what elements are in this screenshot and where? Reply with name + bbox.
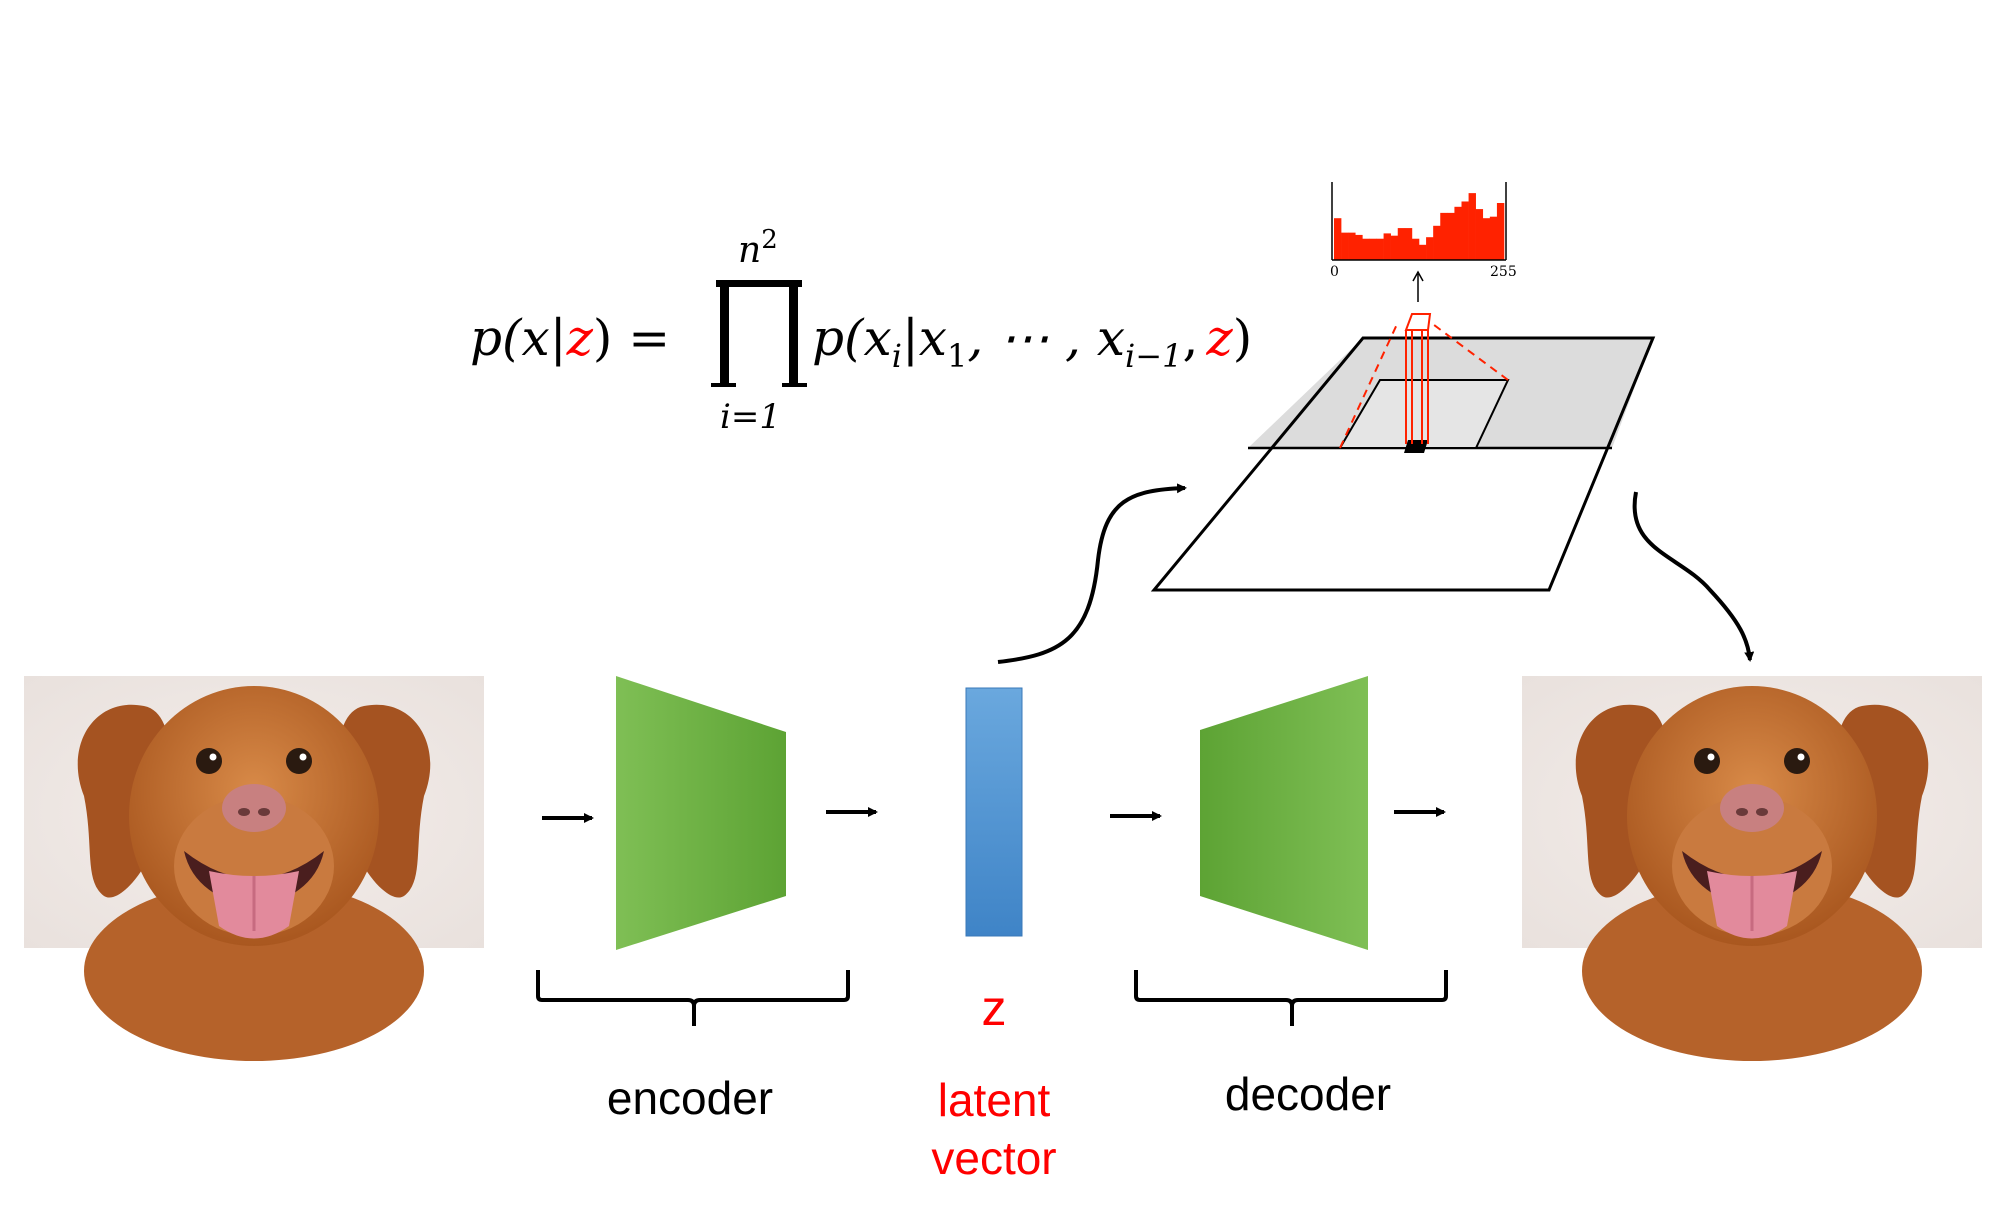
- histogram-bar: [1433, 225, 1441, 260]
- histogram-bar: [1419, 244, 1427, 260]
- histogram-tick-max: 255: [1490, 264, 1517, 280]
- output-image: [1520, 674, 1984, 1063]
- formula-lhs-z: z: [566, 309, 594, 367]
- histogram-bar: [1341, 232, 1349, 260]
- formula-rhs-z: z: [1205, 309, 1233, 367]
- histogram-bar: [1454, 206, 1462, 260]
- formula-rhs-mid: |x: [902, 309, 947, 367]
- encoder-block: [616, 676, 786, 950]
- formula-rhs-open: p(x: [812, 309, 892, 367]
- plane-outline: [1150, 336, 1656, 592]
- pixel-column: [1404, 313, 1432, 444]
- formula-sub-1: 1: [947, 337, 967, 375]
- formula-sub-i: i: [892, 337, 902, 375]
- histogram-bar: [1404, 228, 1413, 260]
- pixel-histogram: 0 255: [1330, 182, 1517, 302]
- encoder-label: encoder: [607, 1072, 773, 1124]
- latent-label-line1: latent: [938, 1074, 1051, 1126]
- histogram-bar: [1440, 212, 1448, 260]
- latent-label-line2: vector: [931, 1132, 1056, 1184]
- latent-vector-block: [965, 687, 1023, 937]
- histogram-bar: [1355, 234, 1363, 260]
- projection-lines: [1339, 321, 1509, 449]
- formula-lhs-close: ) =: [593, 309, 670, 367]
- histogram-bar: [1376, 238, 1384, 260]
- formula-rhs-close: ): [1233, 309, 1253, 367]
- decoder-block: [1200, 676, 1368, 950]
- product-upper-n: n: [738, 230, 761, 271]
- current-pixel: [1404, 440, 1428, 453]
- input-image: [22, 674, 486, 1063]
- histogram-bar: [1397, 228, 1406, 260]
- product-lower: i=1: [720, 397, 781, 437]
- histogram-bar: [1334, 218, 1342, 260]
- svg-text:p(xi|x1, ⋯ , xi−1,z): p(xi|x1, ⋯ , xi−1, z): [812, 309, 1252, 375]
- pixel-grid-plane: [1150, 313, 1656, 592]
- histogram-bar: [1468, 193, 1476, 260]
- histogram-bar: [1348, 232, 1356, 260]
- product-symbol: [711, 280, 807, 387]
- formula-sub-im1: i−1: [1125, 337, 1182, 375]
- histogram-bar: [1489, 216, 1498, 260]
- svg-text:p(x|z) =: p(x|z) =: [470, 309, 670, 367]
- histogram-bar: [1362, 238, 1370, 260]
- formula-rhs-dots: , ⋯ , x: [967, 309, 1125, 367]
- histogram-bar: [1383, 233, 1391, 260]
- histogram-bar: [1482, 218, 1491, 260]
- histogram-bar: [1390, 235, 1399, 260]
- histogram-bar: [1475, 209, 1484, 260]
- encoder-brace: [536, 970, 850, 1026]
- decoder-label: decoder: [1225, 1068, 1391, 1120]
- formula-comma: ,: [1182, 309, 1198, 367]
- curved-arrow-to-grid: [997, 483, 1187, 664]
- likelihood-formula: p(x|z) = n2 i=1 p(xi|x1, ⋯ , xi−1, z): [470, 225, 1252, 437]
- histogram-bars: [1334, 193, 1505, 260]
- product-upper-exp: 2: [761, 225, 778, 255]
- latent-z-label: z: [982, 980, 1007, 1036]
- histogram-bar: [1369, 238, 1377, 260]
- histogram-bar: [1447, 212, 1455, 260]
- curved-arrow-to-output: [1632, 491, 1755, 662]
- histogram-bar: [1426, 237, 1434, 260]
- decoder-brace: [1134, 970, 1448, 1026]
- histogram-bar: [1411, 238, 1420, 260]
- histogram-bar: [1496, 203, 1505, 260]
- svg-text:n2: n2: [738, 225, 778, 271]
- histogram-bar: [1461, 201, 1469, 260]
- formula-lhs: p(x|: [470, 309, 567, 367]
- histogram-tick-min: 0: [1330, 264, 1339, 280]
- receptive-field: [1338, 379, 1510, 449]
